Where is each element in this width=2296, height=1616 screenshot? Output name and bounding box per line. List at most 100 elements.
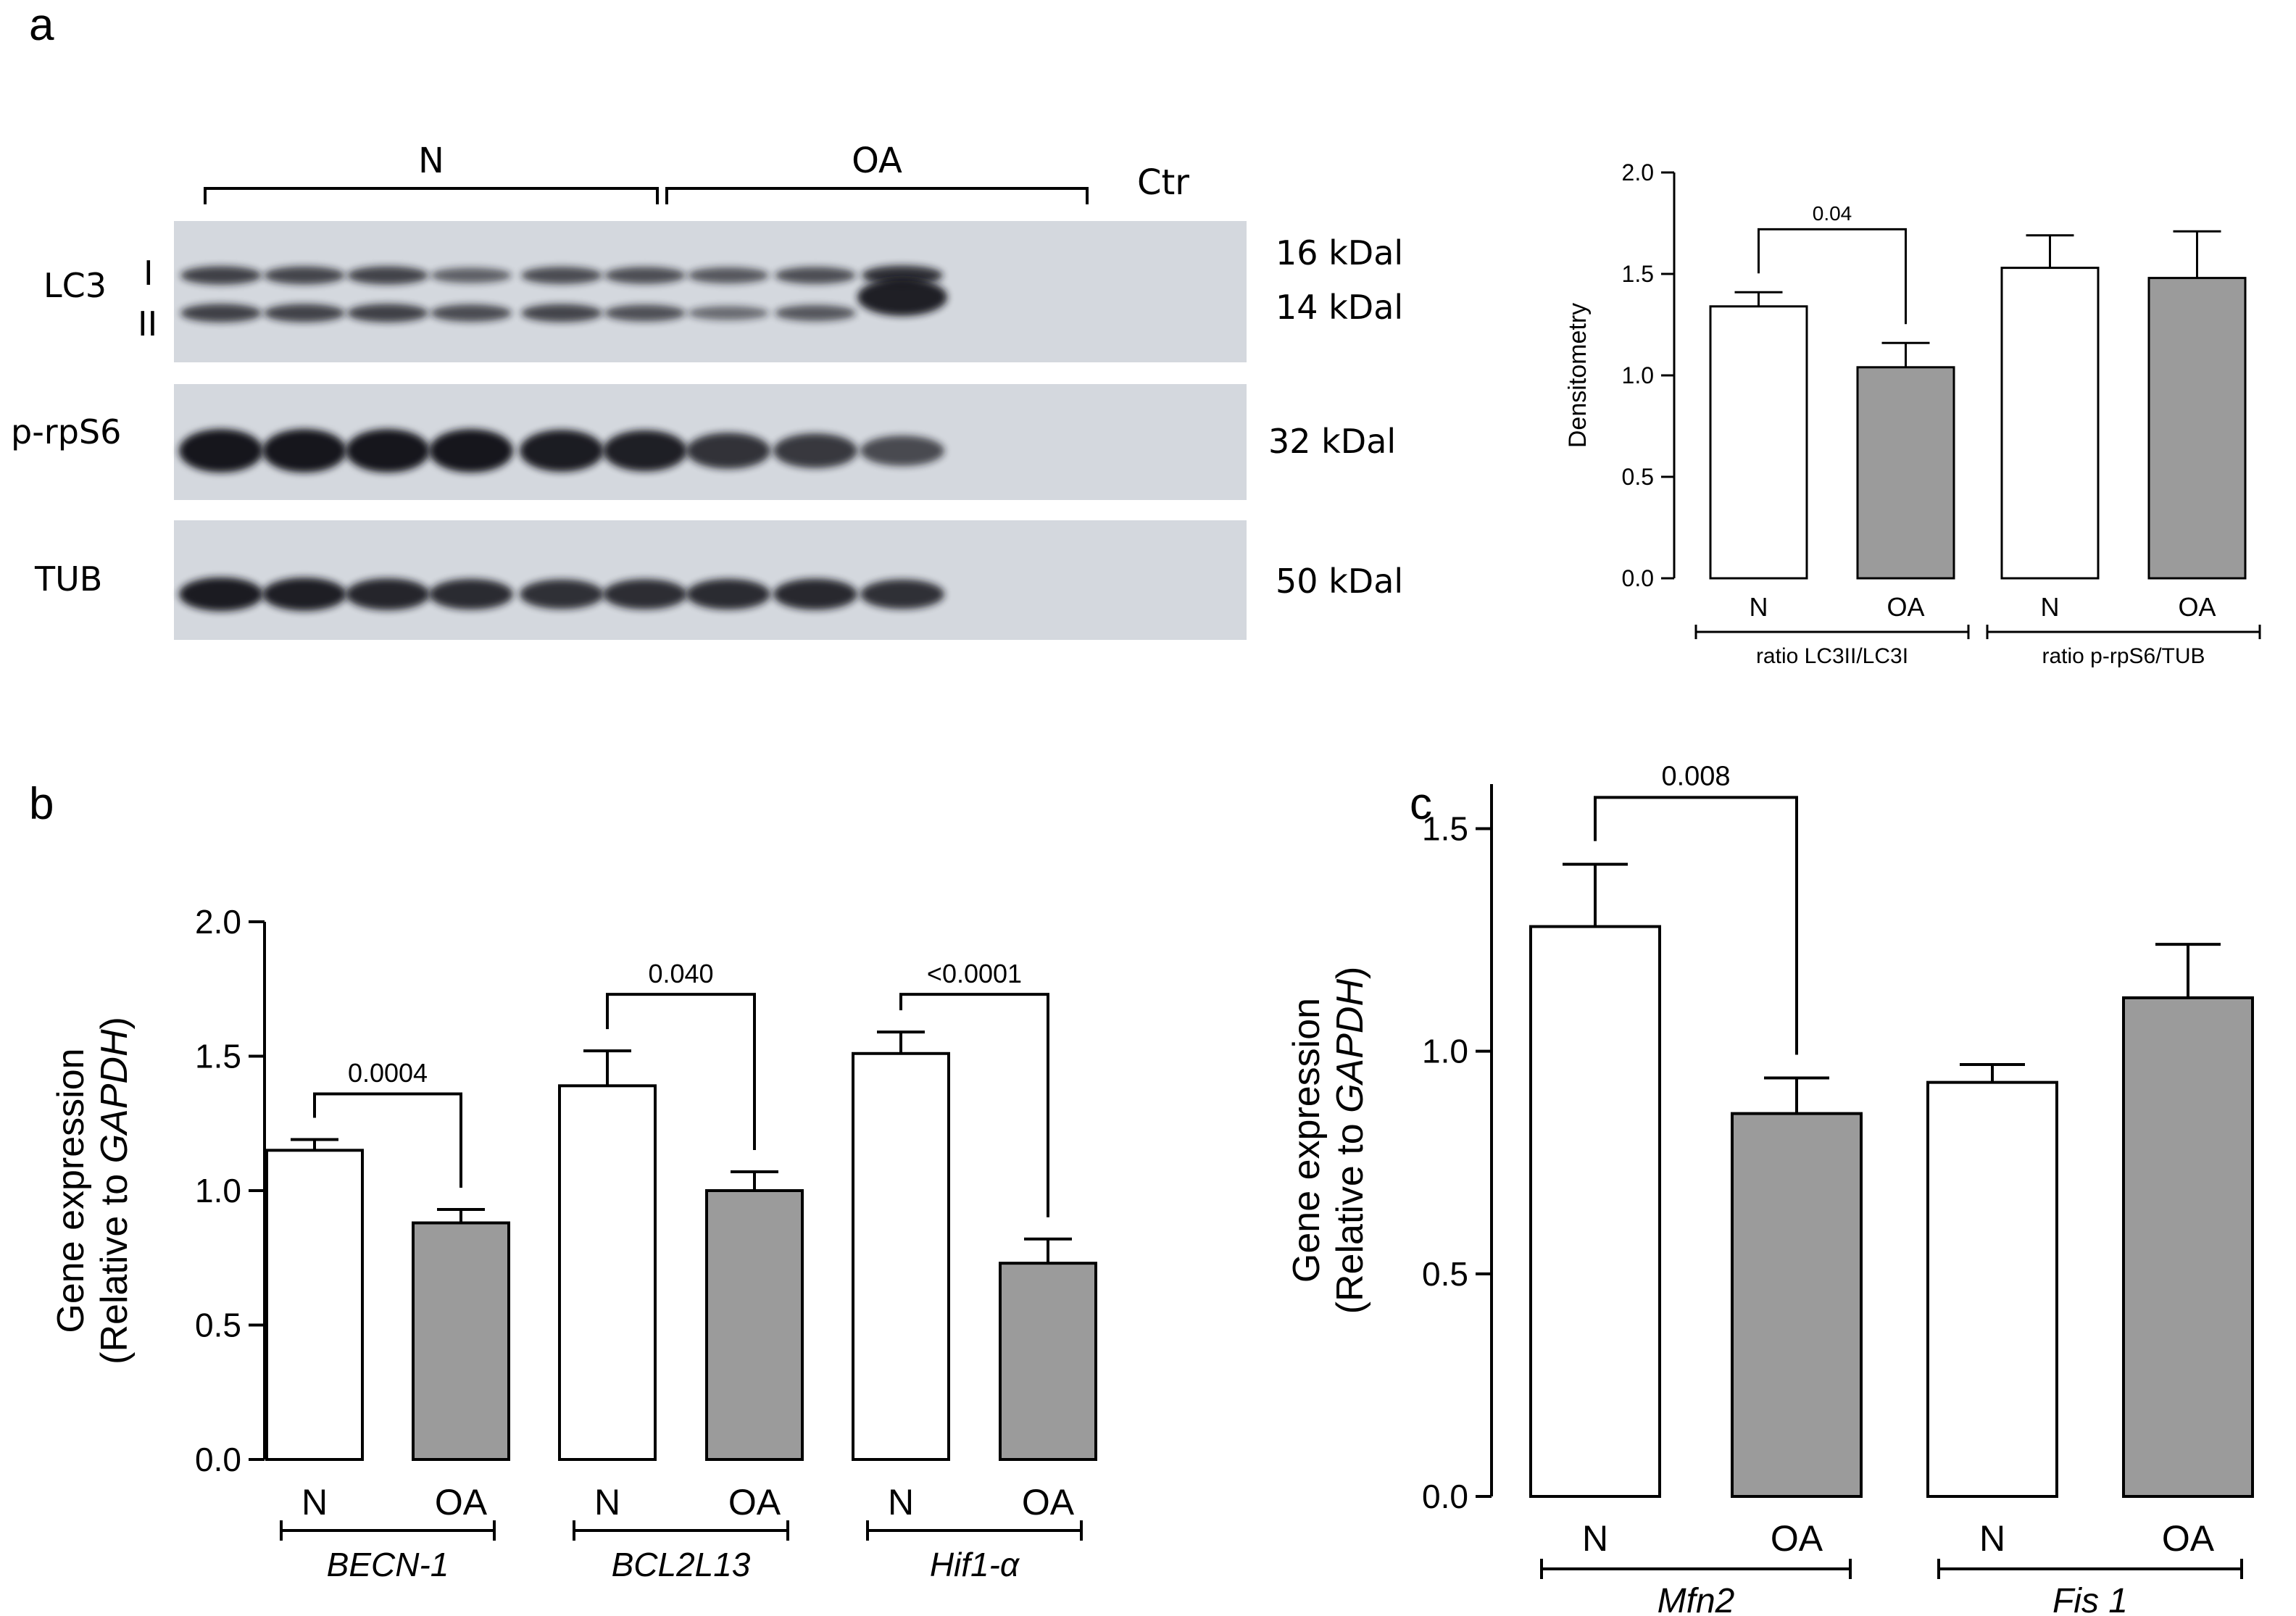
- bar-n: [852, 1051, 950, 1462]
- band-tub: [686, 578, 770, 610]
- band-lc3-i: [180, 266, 262, 285]
- mw-label: 50 kDal: [1276, 562, 1403, 601]
- panel-label-a: a: [29, 0, 54, 50]
- band-lc3-i: [521, 267, 602, 284]
- bar-n: [265, 1149, 364, 1461]
- band-prps6: [686, 433, 770, 469]
- band-lc3-i: [264, 266, 345, 285]
- p-value-label: 0.04: [1813, 202, 1852, 225]
- x-tick-label: N: [594, 1482, 620, 1523]
- band-tub: [262, 578, 346, 611]
- chart-gene-expression-c: 0.0 0.5 1.0 1.5 Gene expression(Relative to …: [1286, 761, 2254, 1616]
- bar-oa: [412, 1221, 510, 1462]
- row-label-tub: TUB: [34, 559, 102, 599]
- band-lc3-ii: [430, 304, 512, 322]
- group-label: N: [418, 141, 444, 181]
- y-tick-label: 2.0: [1622, 159, 1654, 186]
- y-axis-label: Gene expression(Relative to GAPDH): [50, 1017, 136, 1365]
- band-prps6: [346, 429, 430, 472]
- x-tick-label: N: [1750, 592, 1768, 622]
- band-prps6: [860, 436, 944, 466]
- band-label-i: I: [144, 254, 154, 293]
- x-tick-label: OA: [435, 1482, 488, 1523]
- x-tick-label: N: [888, 1482, 914, 1523]
- bar-oa: [705, 1189, 804, 1461]
- significance-bracket: [606, 993, 756, 1151]
- x-tick-label: OA: [1022, 1482, 1075, 1523]
- band-prps6: [520, 430, 604, 472]
- group-label: BCL2L13: [612, 1546, 751, 1583]
- y-tick-label: 1.5: [1622, 261, 1654, 287]
- band-tub: [346, 578, 430, 610]
- group-label: ratio p-rpS6/TUB: [2042, 644, 2205, 668]
- group-label: OA: [852, 141, 902, 181]
- y-tick-label: 1.5: [1422, 810, 1468, 848]
- band-prps6: [603, 430, 687, 472]
- panel-label-c: c: [1410, 779, 1432, 829]
- band-tub: [179, 577, 263, 612]
- y-tick-label: 1.0: [1422, 1033, 1468, 1070]
- band-label-ii: II: [138, 304, 157, 343]
- band-prps6: [179, 429, 263, 472]
- group-label: ratio LC3II/LC3I: [1756, 644, 1908, 668]
- x-tick-label: OA: [728, 1482, 781, 1523]
- mw-label: 14 kDal: [1276, 288, 1403, 327]
- y-tick-label: 0.0: [195, 1441, 241, 1478]
- band-tub: [773, 578, 857, 610]
- significance-bracket: [899, 993, 1049, 1217]
- band-prps6: [429, 429, 513, 472]
- y-tick-label: 2.0: [195, 903, 241, 941]
- band-lc3-ii: [688, 306, 769, 320]
- y-tick-label: 0.5: [195, 1307, 241, 1344]
- y-tick-label: 0.5: [1422, 1255, 1468, 1293]
- bar-n: [1926, 1080, 2058, 1498]
- p-value-label: 0.0004: [348, 1058, 428, 1088]
- x-tick-label: OA: [2178, 592, 2216, 622]
- bar-oa: [1856, 366, 1955, 580]
- y-axis-label: Gene expression(Relative to GAPDH): [1286, 967, 1371, 1315]
- bar-oa: [999, 1262, 1097, 1462]
- x-tick-label: N: [2041, 592, 2060, 622]
- significance-bracket: [1758, 228, 1907, 325]
- y-tick-label: 0.5: [1622, 464, 1654, 490]
- y-tick-label: 1.0: [1622, 362, 1654, 388]
- mw-label: 32 kDal: [1268, 422, 1396, 461]
- band-lc3-i: [775, 267, 856, 284]
- y-axis-label: Densitometry: [1564, 303, 1592, 448]
- group-label: Fis 1: [2052, 1582, 2128, 1616]
- p-value-label: 0.008: [1661, 761, 1730, 791]
- group-label: BECN-1: [327, 1546, 449, 1583]
- group-label: Mfn2: [1657, 1582, 1735, 1616]
- x-tick-label: OA: [1771, 1518, 1823, 1559]
- band-lc3-ii: [347, 304, 428, 322]
- band-tub: [429, 578, 513, 610]
- group-label: Hif1-α: [930, 1546, 1020, 1583]
- band-lc3-ii: [775, 304, 856, 322]
- band-prps6: [262, 429, 346, 472]
- panel-label-b: b: [29, 779, 54, 829]
- band-lc3-ii: [521, 304, 602, 322]
- band-lc3-ii: [857, 278, 947, 316]
- blot-strip-tub: [174, 520, 1247, 640]
- band-lc3-ii: [180, 304, 262, 322]
- band-tub: [603, 579, 687, 609]
- row-label-prps6: p-rpS6: [11, 412, 121, 451]
- bracket-n: [204, 187, 659, 204]
- y-tick-label: 1.5: [195, 1038, 241, 1075]
- band-lc3-i: [604, 267, 686, 284]
- bar-n: [558, 1084, 657, 1462]
- group-label: Ctr: [1137, 162, 1189, 203]
- bar-n: [2000, 267, 2100, 580]
- p-value-label: <0.0001: [927, 959, 1022, 988]
- band-lc3-ii: [264, 304, 345, 322]
- chart-gene-expression-b: 0.0 0.5 1.0 1.5 2.0 Gene expression(Relative …: [50, 903, 1097, 1583]
- blot-strip-lc3: [174, 221, 1247, 362]
- band-prps6: [773, 433, 857, 468]
- band-lc3-i: [688, 267, 769, 284]
- y-tick-label: 0.0: [1422, 1478, 1468, 1515]
- band-lc3-i: [347, 266, 428, 285]
- band-tub: [860, 579, 944, 609]
- bar-oa: [2147, 277, 2247, 580]
- band-lc3-ii: [604, 304, 686, 322]
